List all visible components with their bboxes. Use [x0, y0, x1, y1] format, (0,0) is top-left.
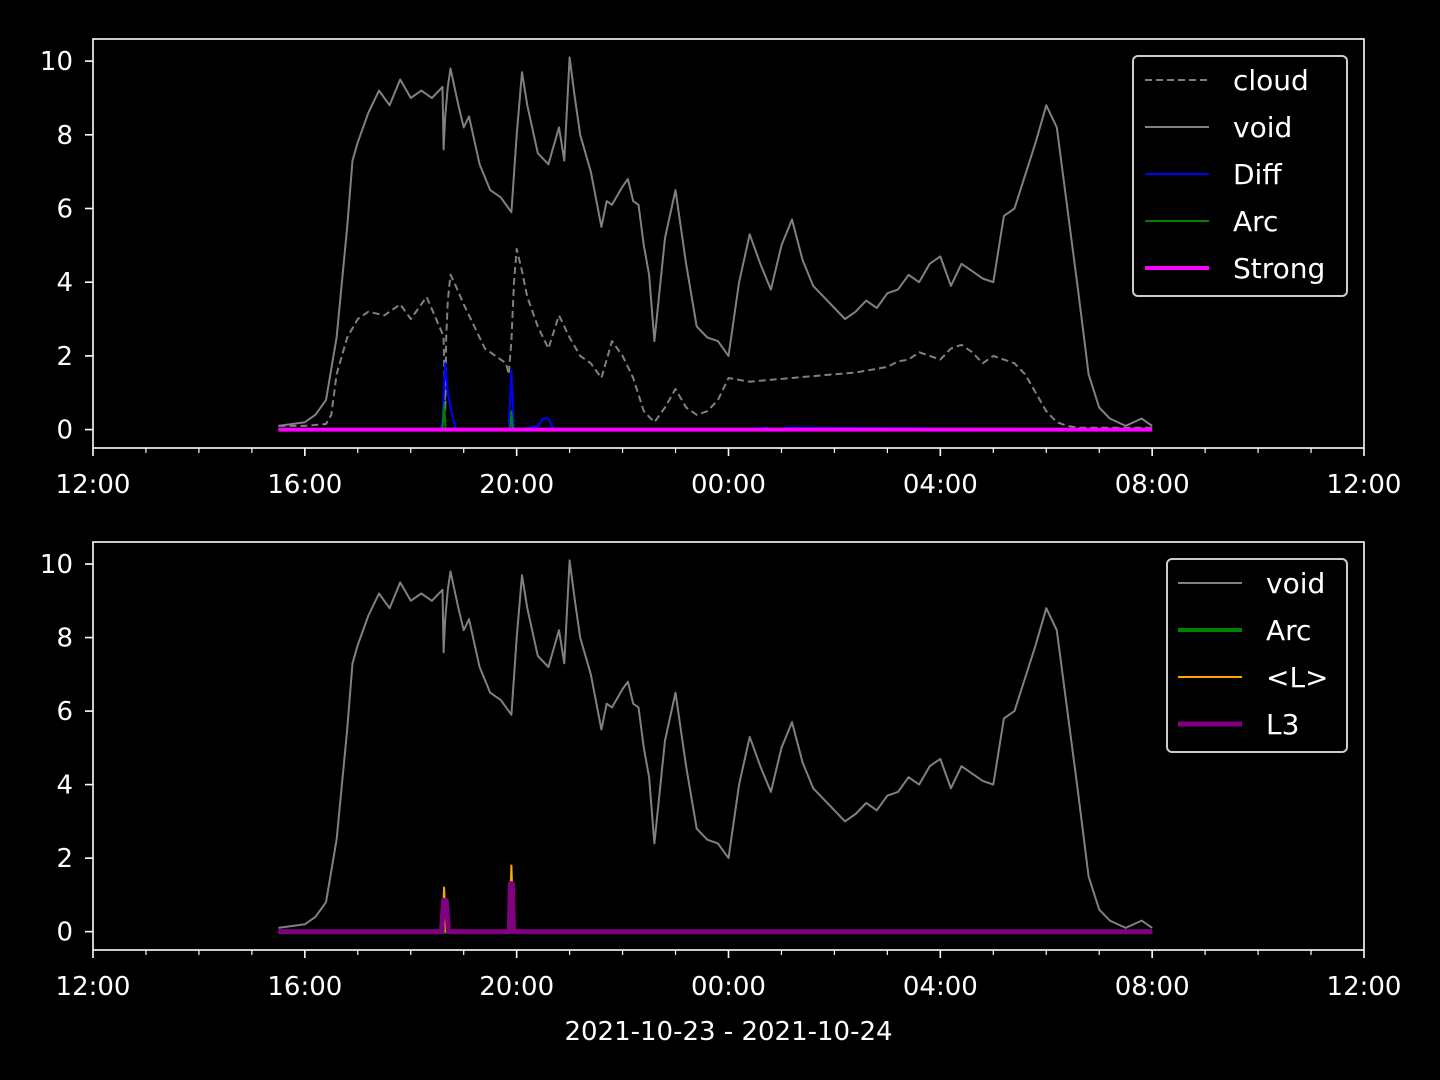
x-tick-label: 00:00	[691, 470, 766, 500]
x-tick-label: 04:00	[903, 470, 978, 500]
y-tick-label: 10	[40, 47, 73, 77]
series-line-void	[278, 56, 1153, 427]
legend-label: Arc	[1233, 205, 1278, 238]
y-tick-label: 0	[56, 416, 73, 446]
legend-box	[1132, 55, 1348, 297]
x-tick-label: 08:00	[1115, 470, 1190, 500]
series-line-cloud	[278, 248, 1153, 429]
series-group	[278, 56, 1153, 432]
y-tick-label: 10	[40, 550, 73, 580]
x-tick-label: 12:00	[1327, 470, 1402, 500]
series-line-void	[278, 559, 1153, 929]
y-tick-label: 2	[56, 844, 73, 874]
legend-label: void	[1233, 111, 1292, 144]
series-line-l3	[278, 881, 1153, 935]
legend-label: void	[1266, 567, 1325, 600]
legend-label: Diff	[1233, 158, 1282, 191]
y-tick-label: 8	[56, 121, 73, 151]
y-tick-label: 4	[56, 771, 73, 801]
x-tick-label: 16:00	[267, 972, 342, 1002]
legend: cloud void Diff Arc Strong	[1132, 55, 1348, 297]
legend-label: Arc	[1266, 614, 1311, 647]
legend: void Arc <L> L3	[1166, 558, 1348, 753]
legend-label: <L>	[1266, 661, 1329, 694]
x-tick-label: 12:00	[56, 470, 131, 500]
x-tick-label: 12:00	[56, 972, 131, 1002]
y-tick-label: 4	[56, 268, 73, 298]
top-panel: 0 2 4 6 8 10 12:00 16:00 20:00 00:00 04:00 08:00 12:…	[40, 38, 1402, 500]
bottom-panel: 0 2 4 6 8 10 12:00 16:00 20:00 00:00 04:00 08:00 12:…	[40, 541, 1402, 1047]
legend-label: cloud	[1233, 64, 1309, 97]
x-tick-label: 20:00	[479, 972, 554, 1002]
x-tick-label: 00:00	[691, 972, 766, 1002]
y-tick-label: 2	[56, 342, 73, 372]
x-tick-label: 16:00	[267, 470, 342, 500]
legend-label: Strong	[1233, 252, 1325, 285]
y-tick-label: 6	[56, 194, 73, 224]
x-tick-label: 08:00	[1115, 972, 1190, 1002]
x-tick-label: 04:00	[903, 972, 978, 1002]
legend-label: L3	[1266, 708, 1299, 741]
x-tick-label: 20:00	[479, 470, 554, 500]
legend-box	[1166, 558, 1348, 753]
y-tick-label: 0	[56, 918, 73, 948]
y-tick-label: 6	[56, 697, 73, 727]
series-group	[278, 559, 1153, 935]
x-axis-label: 2021-10-23 - 2021-10-24	[564, 1017, 892, 1047]
y-tick-label: 8	[56, 624, 73, 654]
x-tick-label: 12:00	[1327, 972, 1402, 1002]
